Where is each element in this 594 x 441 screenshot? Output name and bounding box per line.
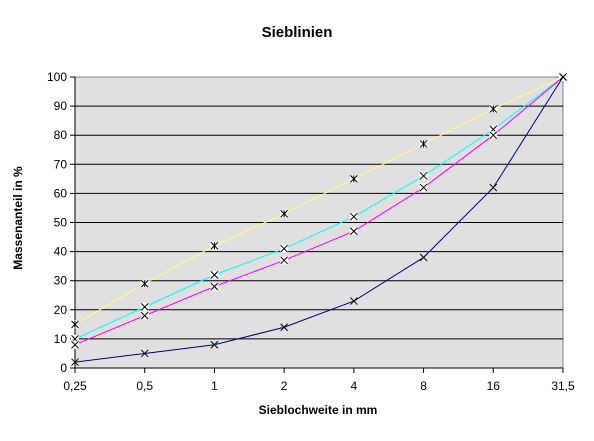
grid [75,105,563,340]
x-tick-label: 4 [351,379,358,393]
data-point [280,323,288,332]
data-point [419,171,428,180]
data-point [140,279,149,288]
data-point [419,253,428,262]
x-tick-label: 8 [420,379,427,393]
x-tick-label: 1 [211,379,218,393]
y-axis-title: Massenanteil in % [11,166,25,270]
y-tick-label: 50 [54,216,68,230]
series-line [74,76,564,340]
data-point [140,311,149,320]
y-tick-label: 10 [54,332,68,346]
data-point [349,227,358,236]
y-tick-label: 60 [54,186,68,200]
data-point [210,270,219,279]
x-tick-label: 0,5 [136,379,153,393]
data-point [71,358,79,367]
x-tick-label: 2 [281,379,288,393]
x-tick-label: 16 [487,379,501,393]
y-tick-label: 90 [54,99,68,113]
data-point [210,241,219,250]
x-axis-title: Sieblochweite in mm [259,403,378,417]
series-3 [71,73,567,349]
series-layer [71,73,567,367]
chart-title: Sieblinien [262,24,333,41]
data-point [489,183,498,192]
data-point [140,302,149,311]
data-point [349,212,358,221]
series-4 [71,73,567,367]
series-line [74,76,564,325]
x-tick-label: 31,5 [551,379,575,393]
y-tick-label: 0 [60,361,67,375]
data-point [349,174,358,183]
y-tick-label: 30 [54,274,68,288]
data-point [140,349,149,358]
data-point [71,320,79,329]
y-tick-label: 20 [54,303,68,317]
x-axis: 0,25 0,5 1 2 4 8 16 31,5 [63,367,575,393]
series-2 [71,73,567,343]
y-tick-label: 40 [54,245,68,259]
data-point [210,340,219,349]
series-line [74,76,564,363]
y-tick-label: 100 [47,70,67,84]
data-point [210,282,219,291]
data-point [419,139,428,148]
data-point [71,340,79,349]
data-point [419,183,428,192]
data-point [280,256,289,265]
data-point [489,105,498,114]
y-tick-label: 70 [54,157,68,171]
data-point [350,297,358,305]
data-point [559,73,567,81]
y-axis: 0 10 20 30 40 50 60 70 80 90 100 [47,70,76,375]
data-point [280,209,289,218]
data-point [489,131,498,140]
y-tick-label: 80 [54,128,68,142]
series-line [74,76,564,346]
x-tick-label: 0,25 [63,379,87,393]
data-point [280,244,289,253]
